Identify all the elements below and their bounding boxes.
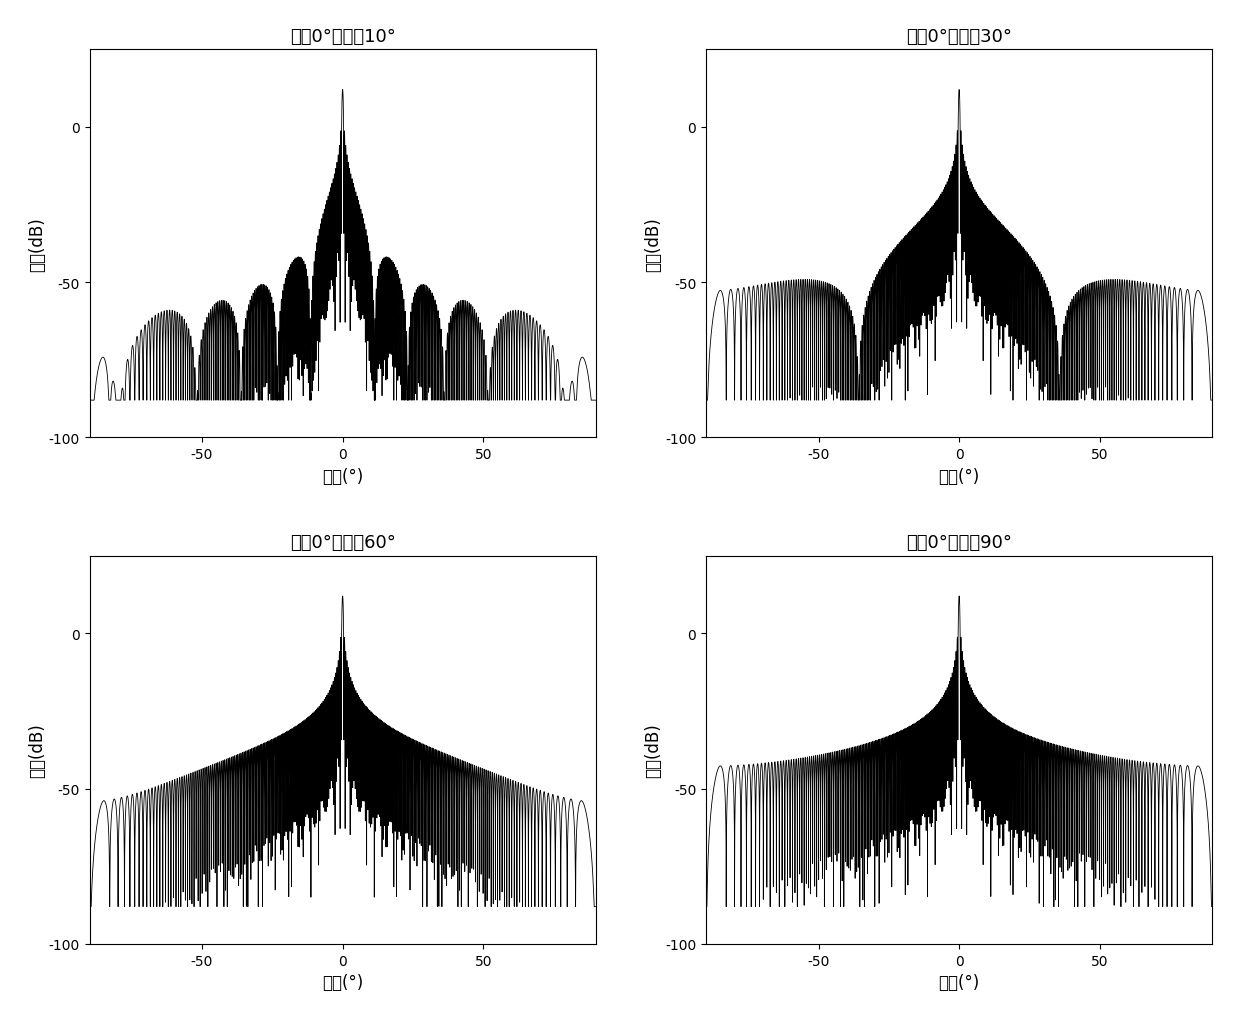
Title: 中心0°，宽度10°: 中心0°，宽度10° [290,28,396,46]
Y-axis label: 增益(dB): 增益(dB) [645,217,662,271]
X-axis label: 角度(°): 角度(°) [322,468,363,485]
X-axis label: 角度(°): 角度(°) [939,468,980,485]
Title: 中心0°，宽度30°: 中心0°，宽度30° [906,28,1012,46]
X-axis label: 角度(°): 角度(°) [939,973,980,991]
Title: 中心0°，宽度60°: 中心0°，宽度60° [290,534,396,551]
Y-axis label: 增益(dB): 增益(dB) [645,722,662,777]
Title: 中心0°，宽度90°: 中心0°，宽度90° [906,534,1012,551]
Y-axis label: 增益(dB): 增益(dB) [27,217,46,271]
Y-axis label: 增益(dB): 增益(dB) [27,722,46,777]
X-axis label: 角度(°): 角度(°) [322,973,363,991]
